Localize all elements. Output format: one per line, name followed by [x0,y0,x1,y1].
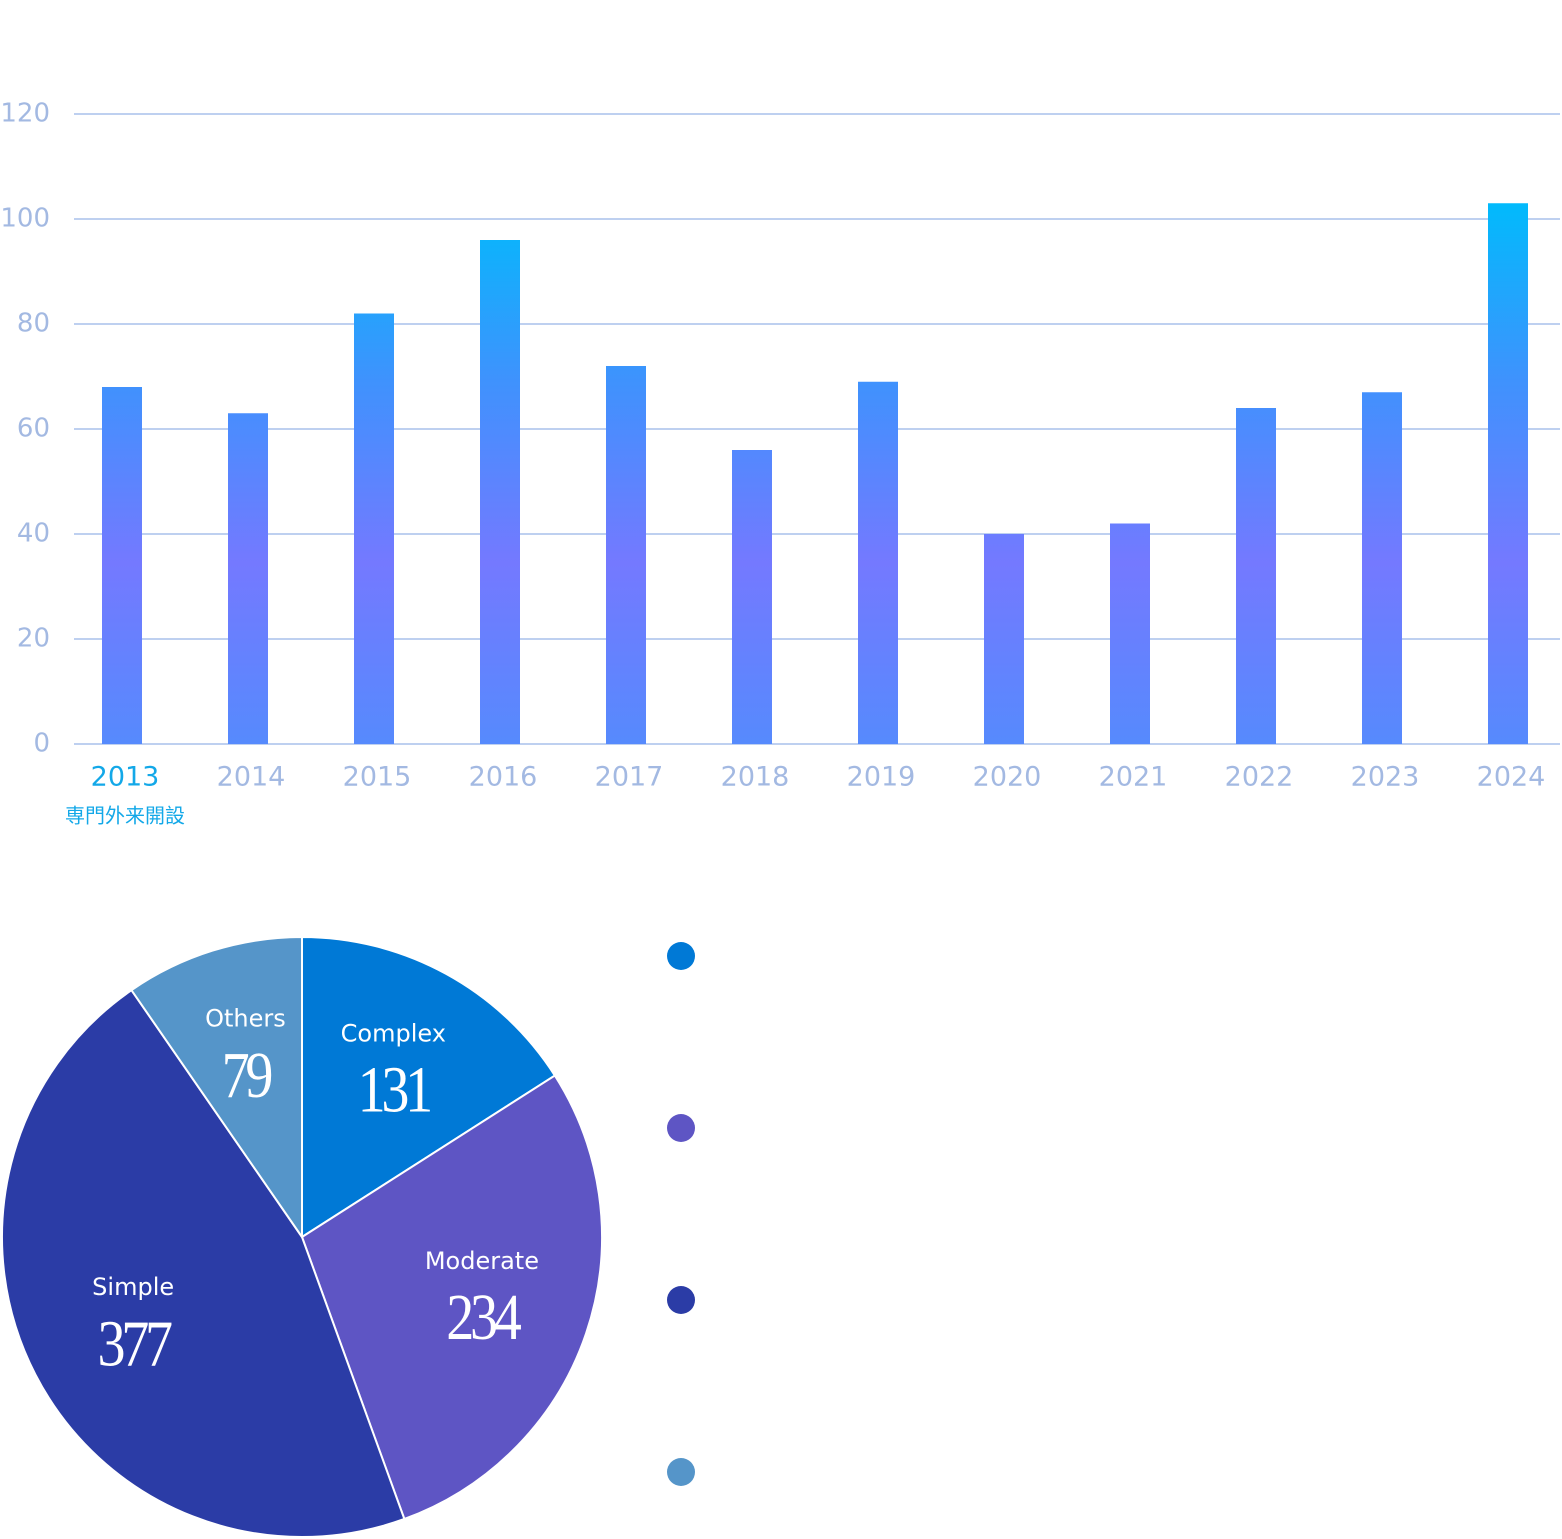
pie-slice [300,1074,603,1521]
bar [102,387,142,744]
bar [1362,392,1402,744]
x-tick-label: 2017 [595,762,664,793]
bar [1110,523,1150,744]
y-tick-label: 120 [0,99,50,129]
x-tick-label: 2018 [721,762,790,793]
slice-name: Simple [92,1273,174,1301]
y-tick-label: 40 [17,519,50,549]
bar [732,450,772,744]
legend-marker [667,1286,695,1314]
x-tick-label: 2019 [847,762,916,793]
legend-marker [667,942,695,970]
slice-value: 131 [358,1053,430,1126]
x-tick-label: 2022 [1225,762,1294,793]
bar [1236,408,1276,744]
pie-slice [1,988,406,1538]
bar [858,381,898,744]
slice-value: 79 [222,1039,272,1112]
slice-name: Others [205,1005,286,1033]
slice-name: Complex [341,1019,446,1047]
y-tick-label: 60 [17,414,50,444]
x-tick-label: 2021 [1099,762,1168,793]
x-tick-label: 2020 [973,762,1042,793]
y-tick-label: 80 [17,309,50,339]
slice-value: 377 [97,1307,171,1380]
slice-name: Moderate [425,1247,539,1275]
slice-value: 234 [446,1281,521,1354]
x-tick-label: 2023 [1351,762,1420,793]
x-tick-label: 2024 [1477,762,1546,793]
y-tick-label: 20 [17,624,50,654]
annotation: 専門外来開設 [65,804,185,828]
legend-marker [667,1114,695,1142]
y-tick-label: 0 [33,729,50,759]
x-tick-label: 2016 [469,762,538,793]
bar [606,366,646,744]
bar [354,313,394,744]
y-tick-label: 100 [0,204,50,234]
pie-slice [130,935,303,1241]
x-tick-label: 2014 [217,762,286,793]
bar [228,413,268,744]
bar [1488,203,1528,744]
bar [984,534,1024,744]
bar [480,240,520,744]
x-tick-label: 2013 [91,762,160,793]
pie-slice [301,935,557,1239]
legend-marker [667,1458,695,1486]
x-tick-label: 2015 [343,762,412,793]
